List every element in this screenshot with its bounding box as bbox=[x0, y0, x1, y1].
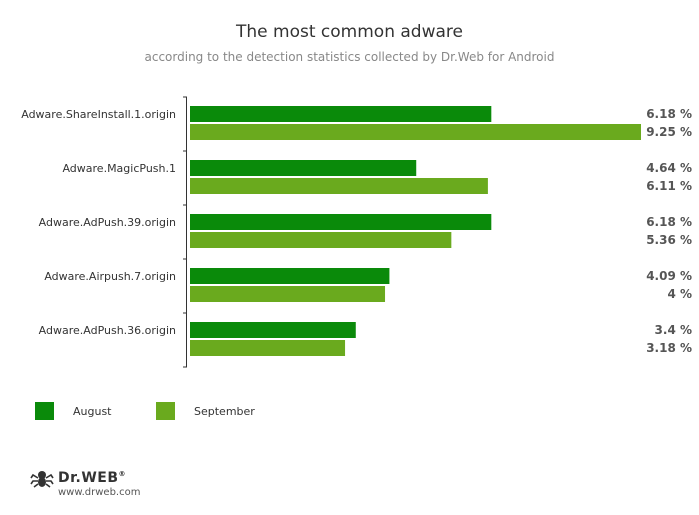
bar-august bbox=[190, 322, 356, 338]
chart-subtitle: according to the detection statistics co… bbox=[144, 50, 555, 64]
value-label: 4.09 % bbox=[646, 269, 692, 283]
bar-august bbox=[190, 268, 390, 284]
bar-september bbox=[190, 178, 488, 194]
bar-august bbox=[190, 106, 492, 122]
category-label: Adware.AdPush.39.origin bbox=[39, 216, 176, 229]
bar-august bbox=[190, 160, 417, 176]
bar-september bbox=[190, 286, 386, 302]
website-link[interactable]: www.drweb.com bbox=[58, 487, 141, 498]
legend-swatch-august bbox=[35, 402, 54, 420]
value-label: 3.18 % bbox=[646, 341, 692, 355]
bar-chart: Adware.ShareInstall.1.origin 6.18 % 9.25 %… bbox=[21, 96, 692, 368]
bar-september bbox=[190, 340, 346, 356]
value-label: 4.64 % bbox=[646, 161, 692, 175]
chart-title: The most common adware bbox=[236, 22, 463, 42]
value-label: 3.4 % bbox=[655, 323, 692, 337]
value-label: 9.25 % bbox=[646, 125, 692, 139]
legend-item-august: August bbox=[35, 402, 112, 420]
bar-august bbox=[190, 214, 492, 230]
value-label: 6.18 % bbox=[646, 107, 692, 121]
category-label: Adware.Airpush.7.origin bbox=[44, 270, 176, 283]
legend-item-september: September bbox=[156, 402, 255, 420]
category-label: Adware.MagicPush.1 bbox=[62, 162, 176, 175]
registered-mark: ® bbox=[118, 470, 127, 478]
value-label: 5.36 % bbox=[646, 233, 692, 247]
value-label: 6.11 % bbox=[646, 179, 692, 193]
bar-september bbox=[190, 232, 452, 248]
legend-label-august: August bbox=[73, 404, 112, 418]
logo-text: Dr.WEB bbox=[58, 470, 119, 486]
drweb-spider-icon bbox=[30, 471, 54, 488]
legend-label-september: September bbox=[194, 404, 255, 418]
bar-september bbox=[190, 124, 641, 140]
value-label: 4 % bbox=[667, 287, 692, 301]
category-label: Adware.ShareInstall.1.origin bbox=[21, 108, 176, 121]
category-label: Adware.AdPush.36.origin bbox=[39, 324, 176, 337]
legend-swatch-september bbox=[156, 402, 175, 420]
drweb-logo: Dr.WEB® bbox=[58, 470, 126, 486]
value-label: 6.18 % bbox=[646, 215, 692, 229]
